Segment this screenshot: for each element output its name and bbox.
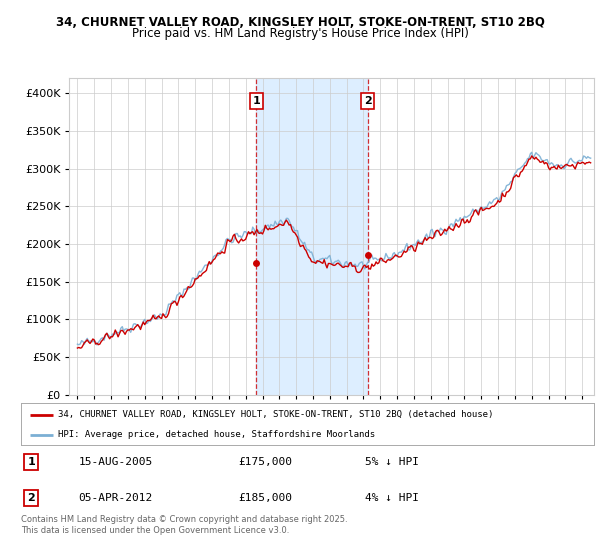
Text: £175,000: £175,000 — [239, 457, 293, 467]
Text: 34, CHURNET VALLEY ROAD, KINGSLEY HOLT, STOKE-ON-TRENT, ST10 2BQ: 34, CHURNET VALLEY ROAD, KINGSLEY HOLT, … — [56, 16, 544, 29]
Text: 1: 1 — [28, 457, 35, 467]
Text: 2: 2 — [28, 493, 35, 503]
Text: £185,000: £185,000 — [239, 493, 293, 503]
Text: 34, CHURNET VALLEY ROAD, KINGSLEY HOLT, STOKE-ON-TRENT, ST10 2BQ (detached house: 34, CHURNET VALLEY ROAD, KINGSLEY HOLT, … — [58, 410, 494, 419]
Text: 15-AUG-2005: 15-AUG-2005 — [79, 457, 152, 467]
Text: 4% ↓ HPI: 4% ↓ HPI — [365, 493, 419, 503]
Text: Contains HM Land Registry data © Crown copyright and database right 2025.
This d: Contains HM Land Registry data © Crown c… — [21, 515, 347, 535]
Text: 1: 1 — [253, 96, 260, 106]
Text: 05-APR-2012: 05-APR-2012 — [79, 493, 152, 503]
Text: HPI: Average price, detached house, Staffordshire Moorlands: HPI: Average price, detached house, Staf… — [58, 430, 376, 439]
Text: 2: 2 — [364, 96, 371, 106]
Text: Price paid vs. HM Land Registry's House Price Index (HPI): Price paid vs. HM Land Registry's House … — [131, 27, 469, 40]
Text: 5% ↓ HPI: 5% ↓ HPI — [365, 457, 419, 467]
Bar — [256, 78, 368, 395]
